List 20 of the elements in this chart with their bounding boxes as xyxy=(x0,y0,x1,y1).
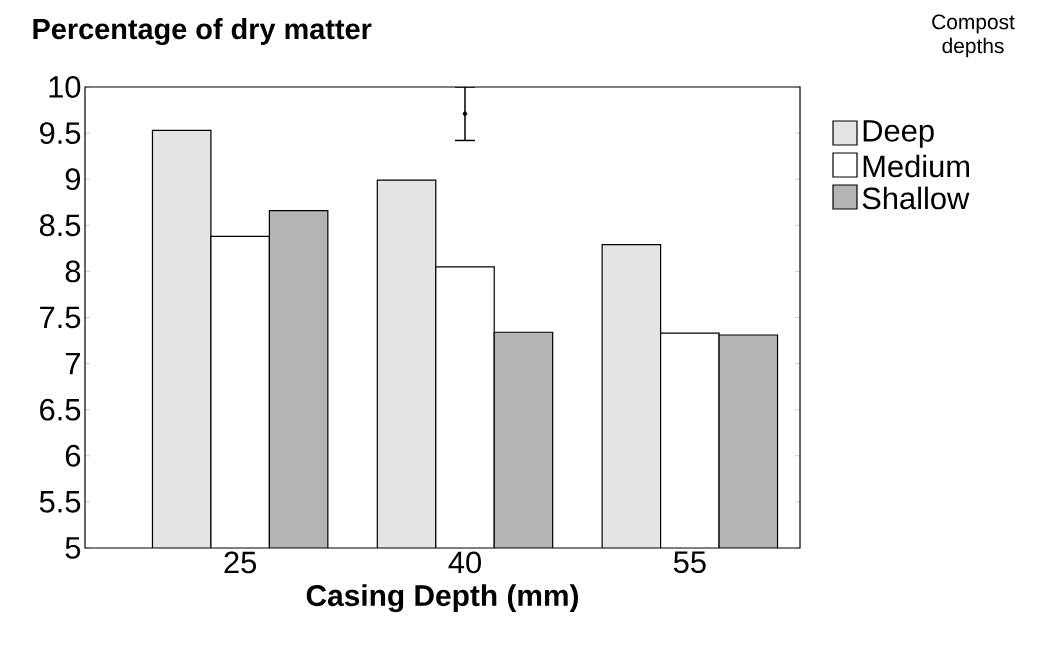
y-tick-label: 5.5 xyxy=(39,491,81,513)
x-axis-title: Casing Depth (mm) xyxy=(306,584,578,613)
y-tick-label: 8.5 xyxy=(39,214,81,237)
x-tick-label: 55 xyxy=(673,551,706,574)
legend-label: Deep xyxy=(863,120,934,148)
chart-title: Percentage of dry matter xyxy=(33,18,372,46)
y-tick-label: 9 xyxy=(65,168,81,191)
y-tick-label: 8 xyxy=(65,260,81,283)
legend-title: Compost depths xyxy=(932,14,1015,58)
x-tick-label: 25 xyxy=(224,551,257,574)
x-tick-label: 40 xyxy=(448,551,481,574)
y-tick-label: 7 xyxy=(65,352,80,375)
y-tick-label: 10 xyxy=(49,76,81,98)
y-tick-label: 5 xyxy=(65,537,81,559)
text: Medium xyxy=(863,154,970,178)
y-tick-label: 9.5 xyxy=(40,122,81,145)
y-tick-label: 7.5 xyxy=(40,306,81,329)
y-tick-label: 6.5 xyxy=(40,398,81,421)
legend-label: Shallow xyxy=(862,186,970,210)
y-tick-label: 6 xyxy=(65,444,81,467)
